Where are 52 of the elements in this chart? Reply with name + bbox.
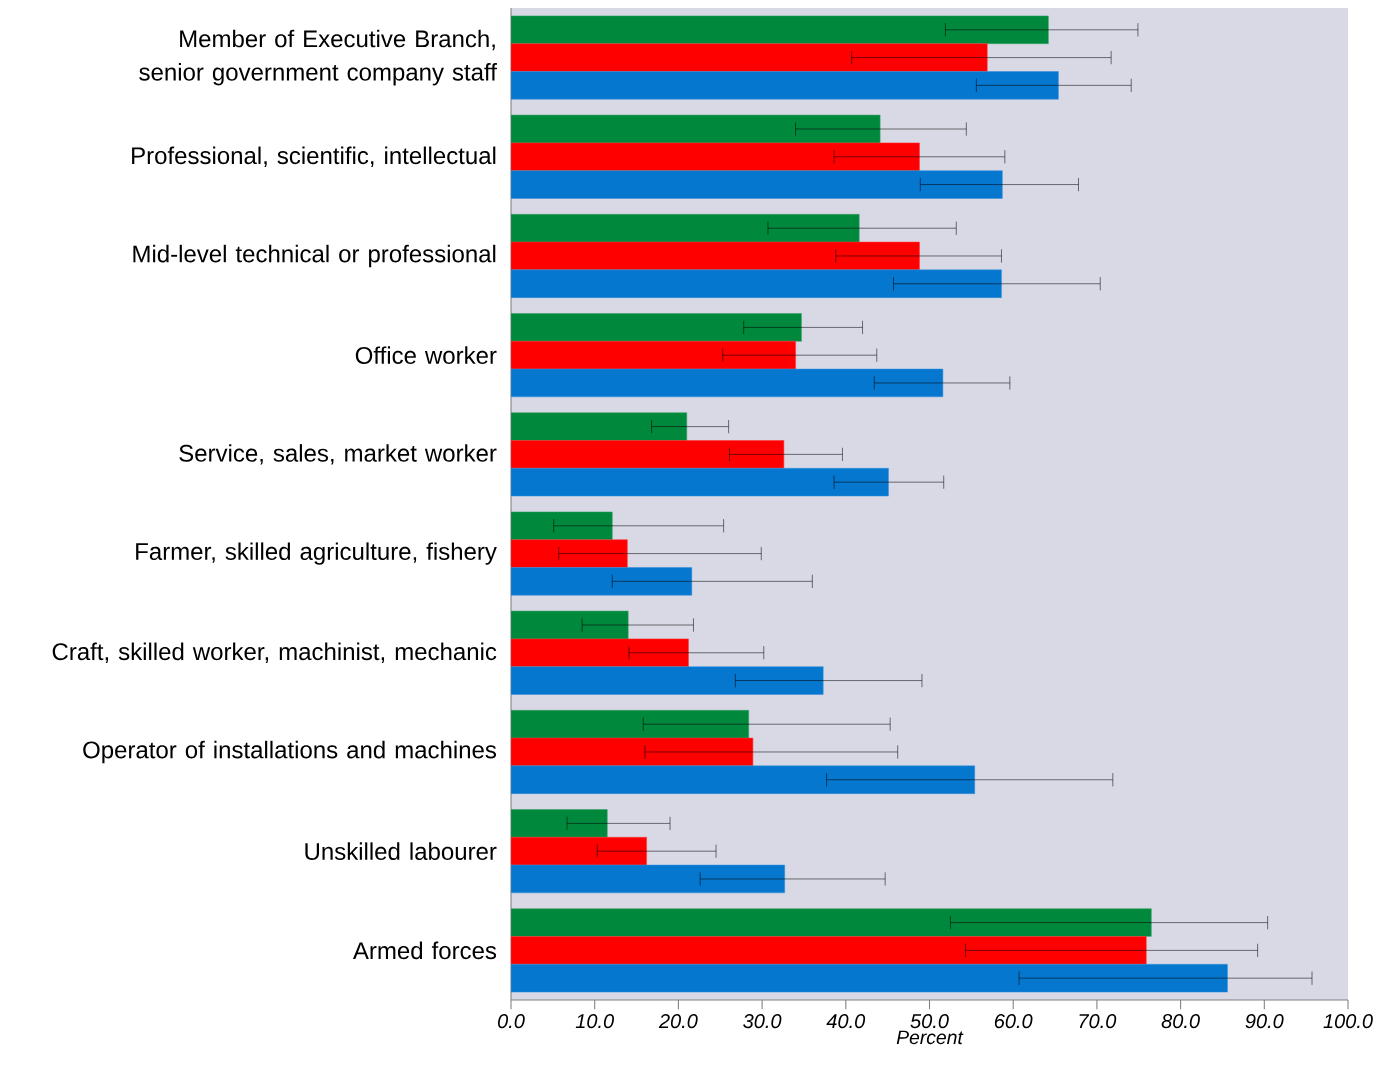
bar: [511, 114, 881, 144]
x-tick-label: 30.0: [743, 1014, 782, 1029]
bar: [511, 412, 688, 441]
y-tick-label: Professional, scientific, intellectual: [132, 146, 496, 168]
y-tick-label: Operator of installations and machines: [83, 740, 497, 764]
bar: [511, 964, 1228, 993]
bar: [511, 710, 749, 739]
y-tick-label: Farmer, skilled agriculture, fishery: [136, 542, 497, 565]
bar: [511, 837, 647, 866]
bar: [511, 214, 860, 243]
x-tick-label: 10.0: [575, 1014, 614, 1029]
bar: [511, 440, 785, 469]
bar: [511, 241, 920, 271]
bar: [511, 341, 796, 370]
x-tick-label: 60.0: [994, 1014, 1033, 1029]
bar: [511, 765, 975, 794]
bar: [511, 638, 689, 667]
y-tick-label: Armed forces: [352, 941, 497, 960]
y-tick-label: Service, sales, market worker: [179, 444, 497, 465]
bar: [511, 15, 1049, 44]
bar: [511, 610, 629, 640]
bar: [511, 936, 1147, 965]
bar: [511, 170, 1003, 199]
y-tick-label: Office worker: [355, 346, 497, 364]
x-tick-label: 100.0: [1323, 1014, 1373, 1029]
x-tick-label: 50.0: [910, 1014, 949, 1029]
bar: [511, 368, 944, 398]
bar: [511, 567, 693, 596]
x-tick-label: 90.0: [1245, 1014, 1284, 1029]
bar: [511, 864, 785, 894]
x-tick-label: 20.0: [658, 1014, 698, 1029]
x-axis-title: Percent: [896, 1030, 964, 1045]
bar: [511, 313, 802, 342]
y-tick-label: Member of Executive Branch, senior government company staff: [139, 29, 497, 86]
x-tick-label: 80.0: [1161, 1014, 1200, 1029]
bar: [511, 539, 628, 568]
y-tick-label: Mid-level technical or professional: [133, 244, 496, 268]
y-tick-label: Craft, skilled worker, machinist, mechanic: [52, 642, 497, 664]
bar: [511, 71, 1059, 100]
bar: [511, 142, 920, 171]
y-tick-label: Unskilled labourer: [305, 842, 497, 860]
bar: [511, 43, 988, 72]
bar: [511, 737, 754, 767]
bar: [511, 666, 824, 695]
bar: [511, 511, 613, 540]
x-tick-label: 70.0: [1079, 1014, 1117, 1029]
bar: [511, 269, 1002, 298]
bar: [511, 908, 1152, 937]
bar: [511, 468, 889, 497]
bar: [511, 809, 608, 838]
x-tick-label: 40.0: [826, 1014, 866, 1029]
x-tick-label: 0.0: [497, 1014, 525, 1029]
